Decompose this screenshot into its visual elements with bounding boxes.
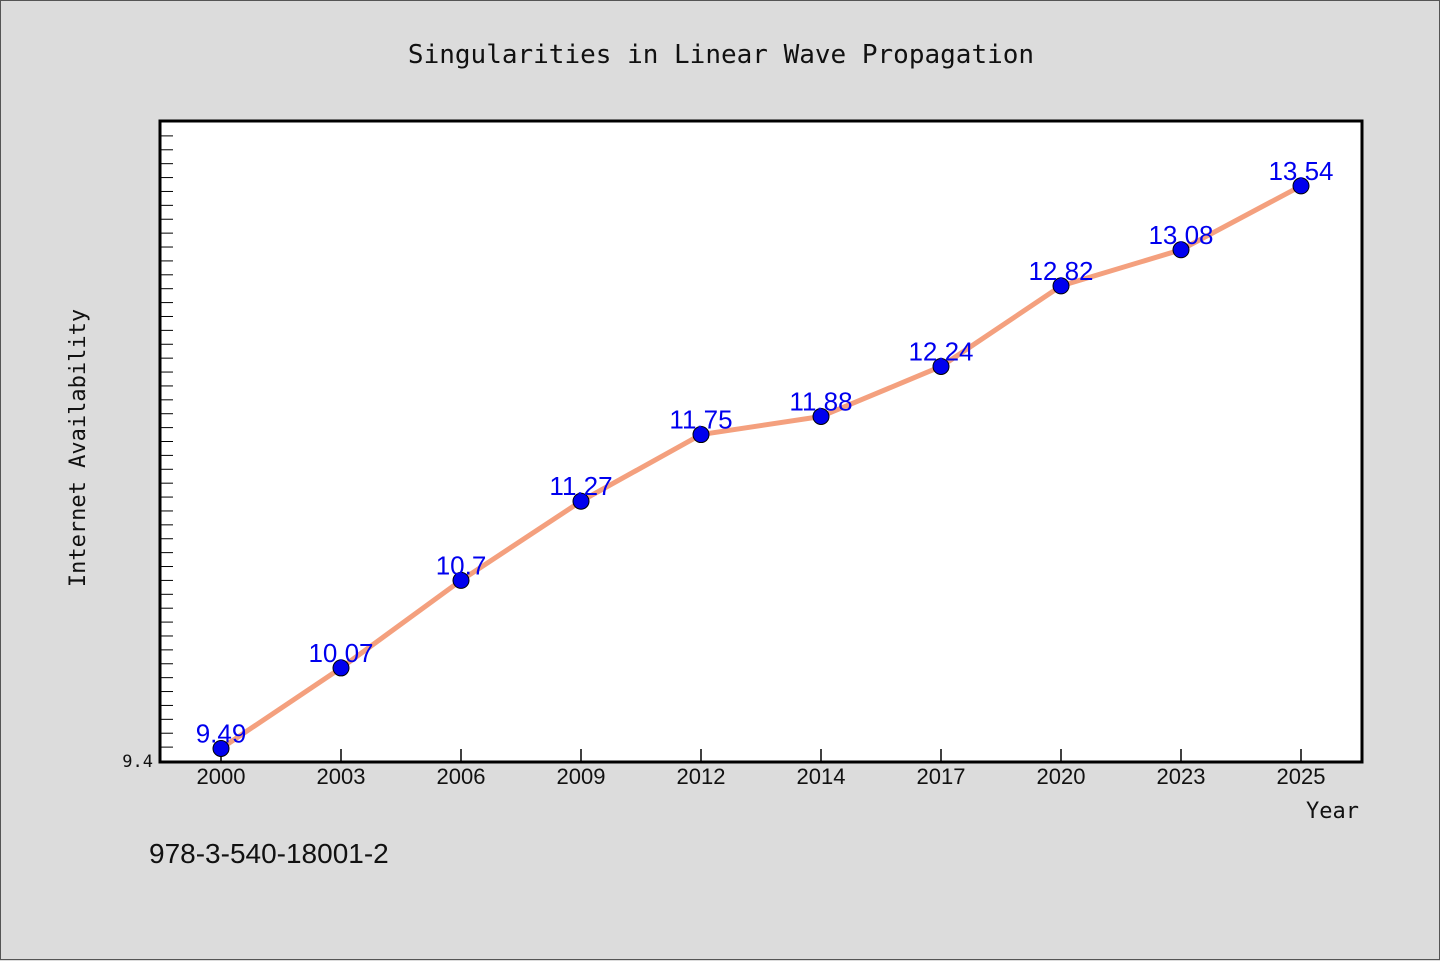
x-axis-tick-labels: 2000 2003 2006 2009 2012 2014 2017 2020 2023 2025	[197, 764, 1326, 789]
isbn-note: 978-3-540-18001-2	[149, 838, 389, 869]
data-label: 13.08	[1148, 220, 1213, 250]
data-point	[452, 571, 470, 589]
data-markers	[212, 177, 1310, 757]
series-line-group	[218, 183, 1304, 751]
data-label: 11.88	[789, 386, 852, 416]
data-label: 12.24	[908, 336, 973, 366]
y-axis-tick-labels: 9.4	[122, 752, 153, 772]
data-label: 9.49	[196, 718, 247, 748]
data-label: 11.27	[549, 471, 612, 501]
x-tick-label: 2009	[557, 764, 606, 789]
data-labels: 9.49 10.07 10.7 11.27 11.75 11.88 12.24 12.82 13…	[196, 156, 1334, 749]
data-label: 12.82	[1028, 256, 1093, 286]
data-label: 10.07	[308, 638, 373, 668]
data-point	[1052, 277, 1070, 295]
x-tick-label: 2017	[917, 764, 966, 789]
x-axis-label: Year	[1306, 799, 1359, 824]
y-tick-label: 9.4	[122, 752, 153, 772]
data-point	[332, 659, 350, 677]
data-label: 10.7	[436, 550, 487, 580]
x-tick-label: 2003	[317, 764, 366, 789]
data-point	[572, 492, 590, 510]
x-tick-label: 2006	[437, 764, 486, 789]
data-point	[692, 426, 710, 444]
data-point	[812, 407, 830, 425]
y-axis-ticks	[161, 135, 173, 748]
data-point	[1292, 177, 1310, 195]
series-line	[218, 183, 1304, 751]
data-label: 11.75	[669, 405, 732, 435]
x-tick-label: 2025	[1277, 764, 1326, 789]
data-label: 13.54	[1268, 156, 1333, 186]
data-point	[1172, 241, 1190, 259]
y-axis-label: Internet Availability	[66, 309, 91, 587]
data-point	[932, 357, 950, 375]
data-point	[212, 739, 230, 757]
x-tick-label: 2020	[1037, 764, 1086, 789]
chart-title: Singularities in Linear Wave Propagation	[408, 40, 1034, 70]
x-tick-label: 2014	[797, 764, 846, 789]
x-tick-label: 2000	[197, 764, 246, 789]
x-tick-label: 2023	[1157, 764, 1206, 789]
x-tick-label: 2012	[677, 764, 726, 789]
